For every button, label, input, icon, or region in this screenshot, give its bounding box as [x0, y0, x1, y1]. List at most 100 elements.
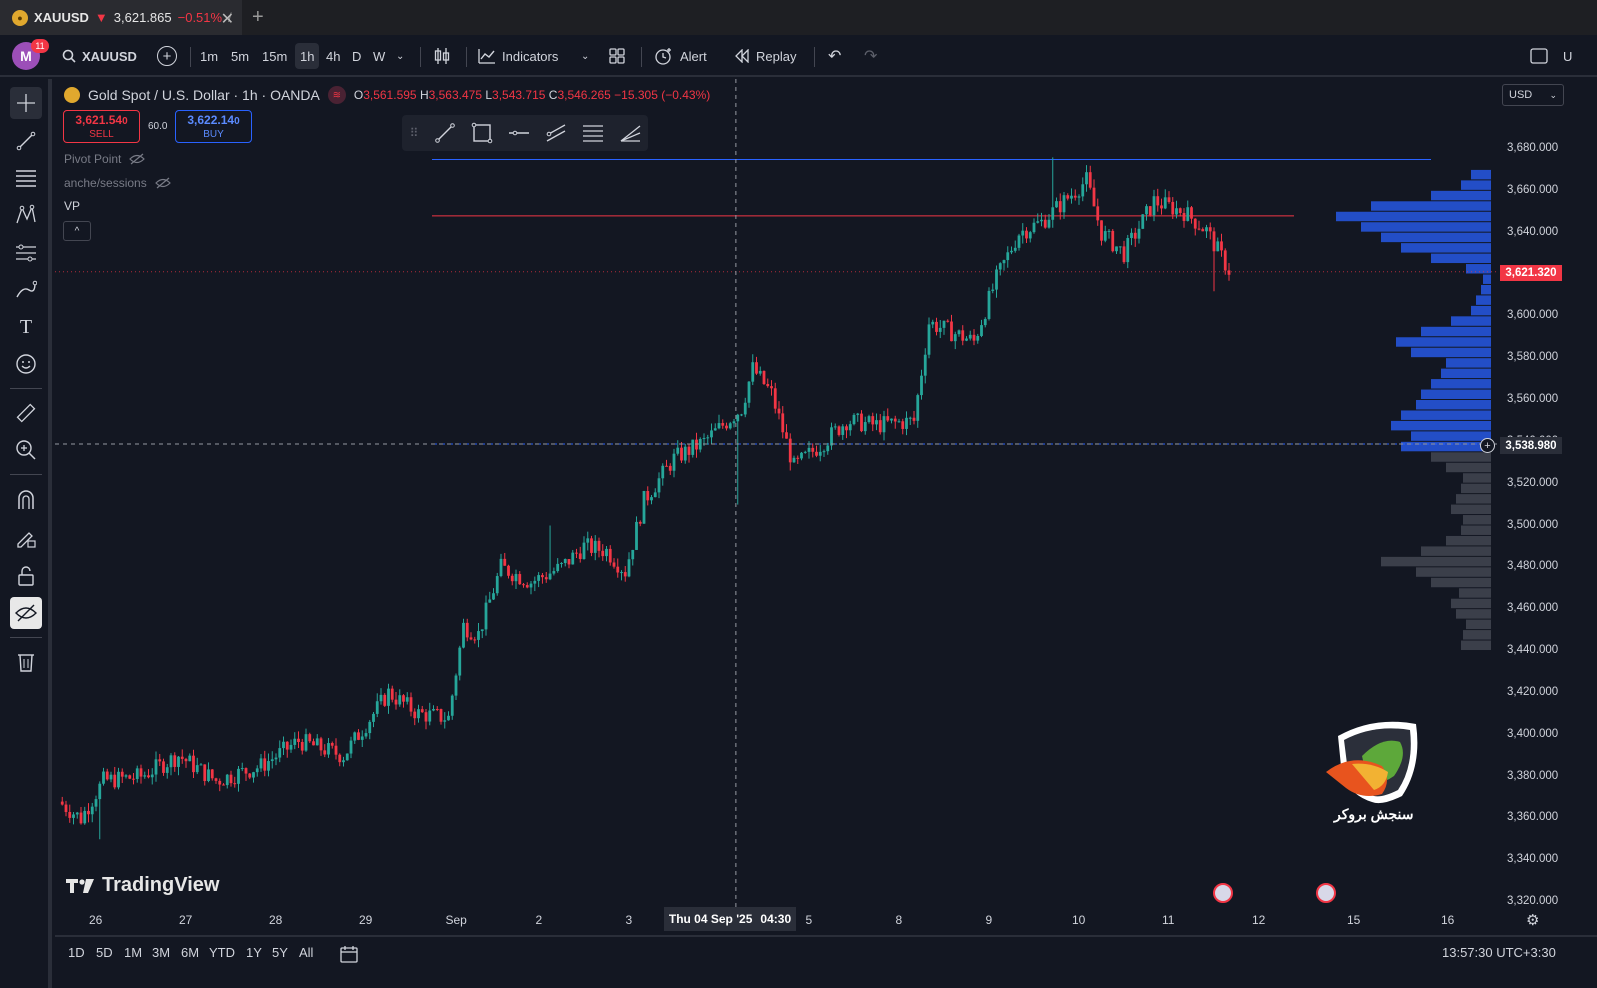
- candle-body[interactable]: [420, 709, 424, 713]
- candle-body[interactable]: [1137, 228, 1141, 239]
- candle-body[interactable]: [1077, 196, 1081, 198]
- candle-body[interactable]: [297, 738, 300, 742]
- candle-body[interactable]: [695, 439, 698, 450]
- candle-body[interactable]: [923, 354, 927, 376]
- candle-body[interactable]: [563, 559, 567, 564]
- candle-body[interactable]: [676, 447, 680, 454]
- candle-body[interactable]: [173, 755, 177, 767]
- eye-off-icon[interactable]: [154, 177, 171, 189]
- chevron-down-icon[interactable]: ⌄: [581, 50, 590, 62]
- candle-body[interactable]: [98, 783, 102, 800]
- candle-body[interactable]: [383, 694, 387, 706]
- candle-body[interactable]: [1160, 205, 1163, 209]
- candle-body[interactable]: [413, 711, 417, 719]
- candle-body[interactable]: [1197, 228, 1201, 230]
- lock-pencil-icon[interactable]: [10, 522, 42, 554]
- candle-body[interactable]: [1220, 241, 1223, 251]
- candle-body[interactable]: [237, 768, 240, 784]
- candle-body[interactable]: [578, 553, 582, 560]
- redo-icon[interactable]: ↷: [864, 48, 878, 65]
- candle-body[interactable]: [740, 414, 743, 416]
- sell-button[interactable]: 3,621.540 SELL: [63, 110, 140, 143]
- candle-body[interactable]: [195, 765, 199, 773]
- candle-body[interactable]: [177, 756, 180, 767]
- candle-body[interactable]: [462, 622, 465, 648]
- range-button-1d[interactable]: 1D: [68, 945, 85, 960]
- candle-body[interactable]: [1167, 197, 1171, 202]
- candle-body[interactable]: [762, 370, 766, 385]
- candle-body[interactable]: [117, 771, 120, 788]
- candle-body[interactable]: [725, 425, 728, 429]
- candle-body[interactable]: [848, 424, 852, 431]
- close-tab-icon[interactable]: ✕: [220, 11, 234, 28]
- candle-body[interactable]: [544, 577, 548, 580]
- candle-body[interactable]: [586, 538, 590, 543]
- indicator-vp[interactable]: VP: [64, 199, 80, 213]
- candle-body[interactable]: [717, 423, 721, 429]
- candle-body[interactable]: [1055, 201, 1058, 208]
- candle-body[interactable]: [657, 478, 661, 493]
- candle-body[interactable]: [267, 761, 270, 771]
- candle-body[interactable]: [282, 741, 285, 749]
- chart-pane[interactable]: [55, 79, 1497, 933]
- candle-body[interactable]: [158, 759, 162, 762]
- candle-body[interactable]: [950, 321, 953, 342]
- candle-body[interactable]: [811, 447, 815, 452]
- candle-body[interactable]: [492, 593, 495, 600]
- candle-body[interactable]: [405, 697, 409, 702]
- candle-body[interactable]: [773, 388, 777, 409]
- candle-body[interactable]: [469, 637, 473, 640]
- candle-body[interactable]: [1025, 230, 1028, 239]
- candle-body[interactable]: [770, 386, 773, 389]
- candle-body[interactable]: [349, 740, 353, 754]
- candle-body[interactable]: [132, 778, 135, 780]
- candle-body[interactable]: [605, 548, 608, 557]
- candle-body[interactable]: [818, 451, 822, 456]
- candle-body[interactable]: [199, 764, 203, 766]
- candle-body[interactable]: [1148, 206, 1152, 216]
- candle-body[interactable]: [822, 451, 826, 453]
- candle-body[interactable]: [732, 421, 736, 424]
- candle-body[interactable]: [1212, 231, 1216, 252]
- candle-body[interactable]: [908, 417, 912, 419]
- candle-body[interactable]: [560, 563, 563, 565]
- candle-body[interactable]: [409, 697, 413, 712]
- candle-body[interactable]: [1036, 221, 1040, 223]
- candle-body[interactable]: [68, 811, 72, 818]
- candle-body[interactable]: [90, 806, 94, 815]
- candle-body[interactable]: [995, 269, 998, 290]
- candle-body[interactable]: [525, 585, 529, 588]
- candle-body[interactable]: [642, 491, 646, 524]
- line-tool-icon[interactable]: [426, 115, 463, 151]
- candle-body[interactable]: [1182, 212, 1186, 221]
- candle-body[interactable]: [1032, 222, 1036, 233]
- candle-body[interactable]: [424, 712, 428, 722]
- candle-body[interactable]: [165, 767, 169, 773]
- candle-body[interactable]: [815, 451, 818, 456]
- candle-body[interactable]: [1006, 252, 1010, 261]
- candle-body[interactable]: [796, 457, 800, 459]
- candle-body[interactable]: [447, 715, 450, 721]
- buy-button[interactable]: 3,622.140 BUY: [175, 110, 252, 143]
- candle-body[interactable]: [788, 438, 792, 463]
- candle-body[interactable]: [1190, 207, 1193, 219]
- candle-body[interactable]: [248, 773, 252, 778]
- candle-body[interactable]: [650, 497, 653, 501]
- candle-body[interactable]: [968, 334, 972, 339]
- rectangle-tool-icon[interactable]: [463, 115, 500, 151]
- candle-body[interactable]: [1122, 246, 1126, 263]
- cutoff-label[interactable]: U: [1563, 48, 1573, 64]
- candle-body[interactable]: [285, 741, 289, 750]
- wave-icon[interactable]: ≋: [327, 86, 346, 104]
- range-button-6m[interactable]: 6M: [181, 945, 200, 960]
- candle-body[interactable]: [1201, 229, 1205, 232]
- candle-body[interactable]: [905, 417, 908, 429]
- candle-body[interactable]: [1223, 250, 1227, 271]
- candle-body[interactable]: [927, 324, 931, 355]
- candle-body[interactable]: [706, 437, 710, 439]
- brush-icon[interactable]: [10, 274, 42, 306]
- candle-body[interactable]: [1085, 172, 1088, 185]
- candle-body[interactable]: [1163, 197, 1167, 209]
- candle-body[interactable]: [417, 709, 420, 719]
- candle-body[interactable]: [661, 465, 665, 479]
